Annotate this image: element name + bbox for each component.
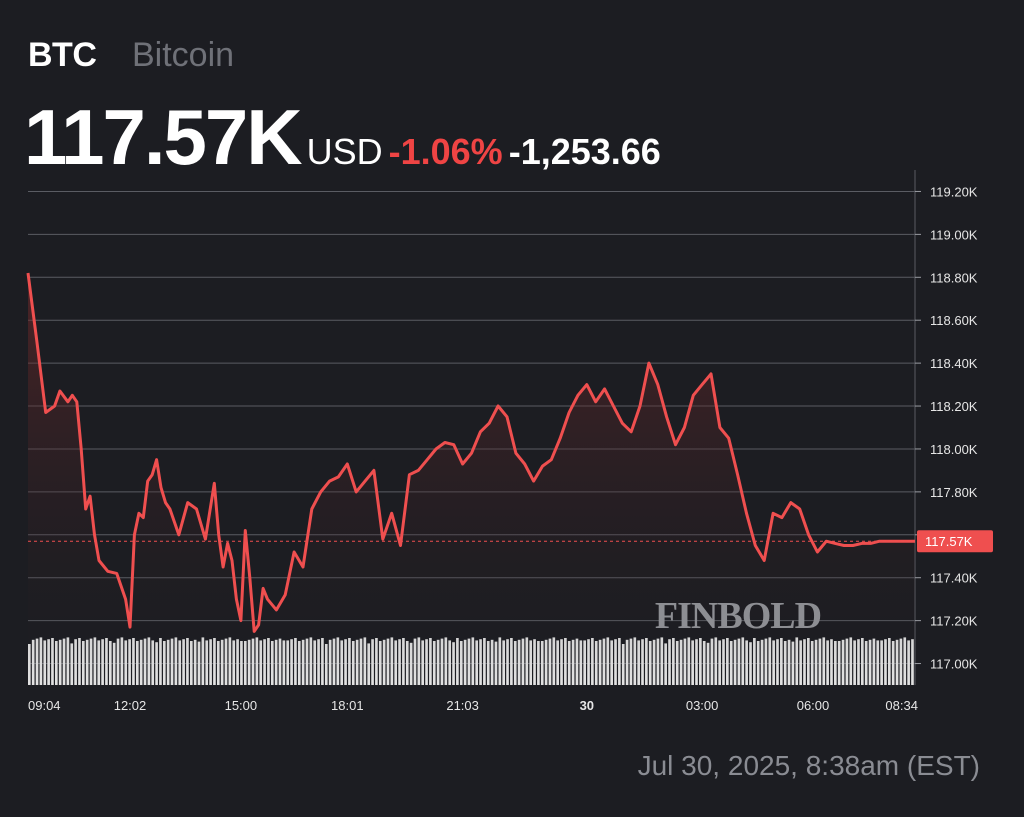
y-tick-label: 118.60K (930, 313, 978, 328)
y-tick-label: 118.40K (930, 356, 978, 371)
y-tick-label: 117.40K (930, 571, 978, 586)
timestamp: Jul 30, 2025, 8:38am (EST) (637, 750, 980, 781)
x-axis-ticks: 09:04 12:02 15:00 18:01 21:03 30 03:00 06:00 08:… (28, 698, 918, 713)
y-tick-label: 118.00K (930, 442, 978, 457)
y-tick-label: 118.20K (930, 399, 978, 414)
x-tick-label: 30 (580, 698, 594, 713)
x-tick-label: 03:00 (686, 698, 719, 713)
y-axis-ticks: 117.00K117.20K117.40K117.60K117.80K118.0… (915, 184, 978, 672)
asset-name: Bitcoin (132, 36, 235, 74)
y-tick-label: 117.00K (930, 657, 978, 672)
x-tick-label: 06:00 (797, 698, 830, 713)
x-tick-label: 21:03 (446, 698, 479, 713)
change-absolute: -1,253.66 (508, 131, 661, 172)
ticker-symbol: BTC (28, 36, 97, 74)
current-price-tag-label: 117.57K (925, 534, 973, 549)
price-line (26, 272, 915, 633)
y-tick-label: 119.20K (930, 184, 978, 199)
x-tick-label: 08:34 (885, 698, 918, 713)
price-row: 117.57K USD -1.06% -1,253.66 (24, 92, 661, 183)
finbold-watermark: FINBOLD (655, 595, 821, 637)
change-percent: -1.06% (388, 131, 503, 172)
x-tick-label: 12:02 (114, 698, 147, 713)
y-tick-label: 117.20K (930, 614, 978, 629)
current-price-tag-bg (917, 530, 993, 553)
x-tick-label: 18:01 (331, 698, 364, 713)
x-tick-label: 09:04 (28, 698, 61, 713)
x-tick-label: 15:00 (225, 698, 258, 713)
y-tick-label: 118.80K (930, 270, 978, 285)
y-tick-label: 119.00K (930, 227, 978, 242)
y-tick-label: 117.80K (930, 485, 978, 500)
current-price-tag: 117.57K (917, 530, 993, 553)
currency-label: USD (306, 131, 383, 172)
current-price: 117.57K (24, 93, 303, 181)
